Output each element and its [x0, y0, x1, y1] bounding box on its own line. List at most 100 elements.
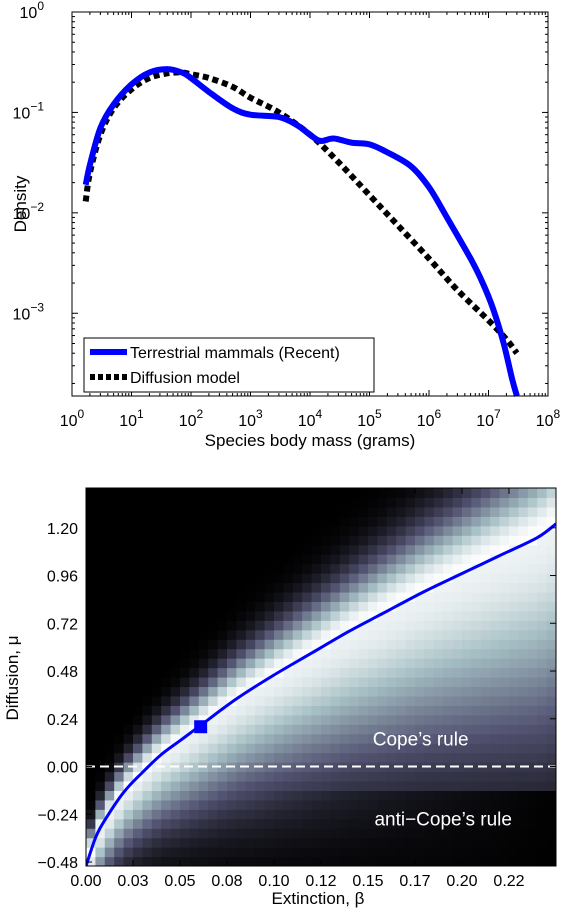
- heatmap-cell: [114, 856, 125, 866]
- heatmap-cell: [339, 743, 350, 754]
- heatmap-cell: [292, 705, 303, 716]
- heatmap-cell: [283, 743, 294, 754]
- heatmap-cell: [236, 856, 247, 866]
- heatmap-cell: [377, 847, 388, 858]
- heatmap-cell: [368, 771, 378, 782]
- heatmap-cell: [358, 724, 369, 735]
- heatmap-cell: [499, 563, 510, 574]
- heatmap-cell: [405, 695, 416, 706]
- heatmap-cell: [227, 544, 237, 555]
- heatmap-cell: [142, 780, 153, 791]
- heatmap-cell: [302, 554, 313, 565]
- heatmap-cell: [349, 582, 360, 593]
- heatmap-cell: [180, 724, 190, 735]
- heatmap-cell: [509, 516, 519, 527]
- heatmap-cell: [452, 733, 463, 744]
- heatmap-cell: [170, 506, 181, 517]
- heatmap-cell: [245, 686, 256, 697]
- heatmap-cell: [104, 837, 115, 848]
- heatmap-cell: [518, 714, 529, 725]
- heatmap-cell: [133, 828, 143, 839]
- heatmap-cell: [114, 714, 125, 725]
- heatmap-cell: [86, 856, 96, 866]
- heatmap-cell: [462, 516, 472, 527]
- heatmap-cell: [386, 563, 397, 574]
- heatmap-cell: [311, 677, 322, 688]
- heatmap-cell: [321, 658, 331, 669]
- heatmap-cell: [339, 847, 350, 858]
- heatmap-cell: [546, 554, 556, 565]
- heatmap-cell: [527, 818, 538, 829]
- heatmap-cell: [198, 582, 209, 593]
- heatmap-cell: [236, 497, 247, 508]
- heatmap-cell: [255, 667, 266, 678]
- heatmap-cell: [142, 535, 153, 546]
- heatmap-cell: [133, 535, 143, 546]
- heatmap-cell: [161, 573, 172, 584]
- heatmap-cell: [292, 563, 303, 574]
- heatmap-cell: [386, 544, 397, 555]
- heatmap-cell: [405, 544, 416, 555]
- heatmap-cell: [292, 724, 303, 735]
- heatmap-cell: [292, 799, 303, 810]
- heatmap-cell: [123, 554, 134, 565]
- heatmap-cell: [217, 497, 228, 508]
- heatmap-cell: [339, 771, 350, 782]
- bottom-y-axis-title: Diffusion, μ: [3, 635, 22, 720]
- heatmap-cell: [264, 544, 275, 555]
- heatmap-cell: [217, 516, 228, 527]
- heatmap-cell: [208, 667, 219, 678]
- tick-exponent: 4: [316, 407, 323, 421]
- heatmap-cell: [227, 573, 237, 584]
- heatmap-cell: [433, 591, 444, 602]
- heatmap-cell: [264, 629, 275, 640]
- heatmap-cell: [292, 780, 303, 791]
- heatmap-cell: [114, 667, 125, 678]
- heatmap-cell: [123, 705, 134, 716]
- heatmap-cell: [311, 573, 322, 584]
- heatmap-cell: [490, 525, 501, 536]
- heatmap-cell: [480, 780, 491, 791]
- heatmap-cell: [499, 667, 510, 678]
- heatmap-cell: [490, 790, 501, 801]
- heatmap-cell: [405, 677, 416, 688]
- heatmap-cell: [170, 620, 181, 631]
- heatmap-cell: [471, 506, 482, 517]
- heatmap-cell: [471, 686, 482, 697]
- heatmap-cell: [255, 582, 266, 593]
- heatmap-cell: [151, 790, 162, 801]
- heatmap-cell: [114, 733, 125, 744]
- heatmap-cell: [443, 610, 454, 621]
- heatmap-cell: [480, 705, 491, 716]
- heatmap-cell: [170, 705, 181, 716]
- heatmap-cell: [170, 648, 181, 659]
- heatmap-cell: [217, 695, 228, 706]
- heatmap-cell: [142, 506, 153, 517]
- bottom-y-tick-label: 0.48: [47, 664, 78, 681]
- heatmap-cell: [114, 591, 125, 602]
- heatmap-cell: [170, 686, 181, 697]
- heatmap-cell: [415, 780, 425, 791]
- heatmap-cell: [433, 790, 444, 801]
- bottom-x-tick-label: 0.08: [211, 873, 242, 890]
- heatmap-cell: [518, 752, 529, 763]
- heatmap-cell: [133, 809, 143, 820]
- heatmap-cell: [180, 714, 190, 725]
- heatmap-cell: [405, 488, 416, 499]
- heatmap-cell: [415, 809, 425, 820]
- heatmap-cell: [490, 743, 501, 754]
- heatmap-cell: [330, 554, 341, 565]
- heatmap-cell: [274, 828, 284, 839]
- tick-base: 10: [179, 413, 197, 430]
- heatmap-cell: [499, 837, 510, 848]
- heatmap-cell: [471, 620, 482, 631]
- heatmap-cell: [518, 582, 529, 593]
- heatmap-cell: [283, 544, 294, 555]
- heatmap-cell: [170, 809, 181, 820]
- top-series: [82, 66, 520, 397]
- heatmap-cell: [236, 743, 247, 754]
- heatmap-cell: [292, 686, 303, 697]
- heatmap-cell: [292, 525, 303, 536]
- heatmap-cell: [189, 733, 200, 744]
- heatmap-cell: [405, 497, 416, 508]
